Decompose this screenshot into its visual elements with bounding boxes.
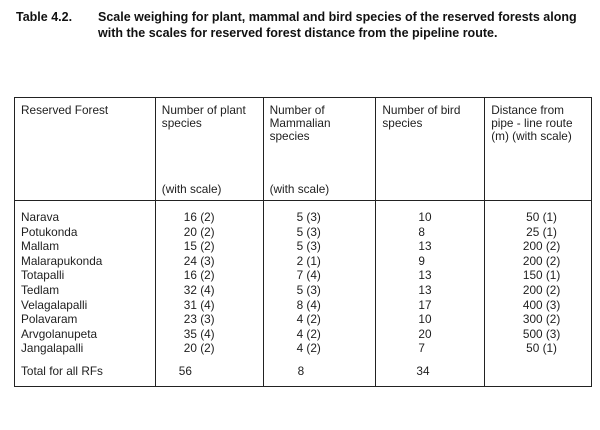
cell-mammal: 4 (2) <box>262 312 377 327</box>
total-plant: 56 <box>154 363 264 387</box>
total-distance <box>484 363 592 387</box>
table-row: Tedlam 32 (4) 5 (3) 13 200 (2) <box>14 282 592 298</box>
cell-distance: 25 (1) <box>484 224 592 240</box>
cell-plant: 24 (3) <box>154 253 264 269</box>
header-plant-species: Number of plant species (with scale) <box>154 97 264 201</box>
cell-bird: 17 <box>375 297 486 313</box>
cell-plant: 23 (3) <box>154 312 264 327</box>
table-row: Potukonda 20 (2) 5 (3) 8 25 (1) <box>14 224 592 240</box>
cell-mammal: 5 (3) <box>262 224 377 240</box>
reserved-forest-table: Reserved Forest Number of plant species … <box>14 97 592 387</box>
table-row: Polavaram 23 (3) 4 (2) 10 300 (2) <box>14 312 592 327</box>
table-row: Totapalli 16 (2) 7 (4) 13 150 (1) <box>14 268 592 283</box>
cell-forest: Mallam <box>14 239 156 254</box>
cell-distance: 200 (2) <box>484 239 592 254</box>
cell-forest: Malarapukonda <box>14 253 156 269</box>
cell-plant: 35 (4) <box>154 326 264 342</box>
cell-plant: 31 (4) <box>154 297 264 313</box>
cell-forest: Velagalapalli <box>14 297 156 313</box>
cell-distance: 50 (1) <box>484 341 592 356</box>
spacer-row <box>14 355 592 364</box>
cell-distance: 300 (2) <box>484 312 592 327</box>
table-row: Malarapukonda 24 (3) 2 (1) 9 200 (2) <box>14 253 592 269</box>
cell-forest: Jangalapalli <box>14 341 156 356</box>
total-row: Total for all RFs 56 8 34 <box>14 363 592 387</box>
total-bird: 34 <box>375 363 486 387</box>
header-bird-species: Number of bird species <box>375 97 486 201</box>
cell-distance: 50 (1) <box>484 200 592 225</box>
cell-distance: 500 (3) <box>484 326 592 342</box>
table-row: Velagalapalli 31 (4) 8 (4) 17 400 (3) <box>14 297 592 313</box>
header-distance: Distance from pipe - line route (m) (wit… <box>484 97 592 201</box>
cell-distance: 200 (2) <box>484 253 592 269</box>
cell-forest: Arvgolanupeta <box>14 326 156 342</box>
cell-bird: 20 <box>375 326 486 342</box>
table-row: Mallam 15 (2) 5 (3) 13 200 (2) <box>14 239 592 254</box>
cell-mammal: 5 (3) <box>262 239 377 254</box>
cell-plant: 16 (2) <box>154 200 264 225</box>
cell-forest: Polavaram <box>14 312 156 327</box>
cell-mammal: 2 (1) <box>262 253 377 269</box>
cell-mammal: 8 (4) <box>262 297 377 313</box>
cell-plant: 20 (2) <box>154 224 264 240</box>
cell-bird: 9 <box>375 253 486 269</box>
cell-plant: 32 (4) <box>154 282 264 298</box>
table-row: Jangalapalli 20 (2) 4 (2) 7 50 (1) <box>14 341 592 356</box>
cell-forest: Potukonda <box>14 224 156 240</box>
cell-mammal: 4 (2) <box>262 341 377 356</box>
cell-forest: Tedlam <box>14 282 156 298</box>
table-title: Scale weighing for plant, mammal and bir… <box>98 10 577 40</box>
cell-forest: Narava <box>14 200 156 225</box>
cell-bird: 8 <box>375 224 486 240</box>
cell-bird: 10 <box>375 312 486 327</box>
table-row: Narava 16 (2) 5 (3) 10 50 (1) <box>14 200 592 225</box>
cell-plant: 15 (2) <box>154 239 264 254</box>
cell-bird: 13 <box>375 268 486 283</box>
cell-distance: 150 (1) <box>484 268 592 283</box>
cell-bird: 13 <box>375 282 486 298</box>
cell-bird: 10 <box>375 200 486 225</box>
total-mammal: 8 <box>262 363 377 387</box>
header-reserved-forest: Reserved Forest <box>14 97 156 201</box>
cell-bird: 13 <box>375 239 486 254</box>
cell-bird: 7 <box>375 341 486 356</box>
cell-mammal: 5 (3) <box>262 200 377 225</box>
header-row: Reserved Forest Number of plant species … <box>14 97 592 201</box>
cell-mammal: 7 (4) <box>262 268 377 283</box>
table-number: Table 4.2. <box>16 10 73 24</box>
cell-distance: 200 (2) <box>484 282 592 298</box>
total-label: Total for all RFs <box>14 363 156 387</box>
cell-mammal: 4 (2) <box>262 326 377 342</box>
header-mammalian-species: Number of Mammalian species (with scale) <box>262 97 377 201</box>
cell-plant: 16 (2) <box>154 268 264 283</box>
cell-distance: 400 (3) <box>484 297 592 313</box>
cell-mammal: 5 (3) <box>262 282 377 298</box>
table-row: Arvgolanupeta 35 (4) 4 (2) 20 500 (3) <box>14 326 592 342</box>
cell-plant: 20 (2) <box>154 341 264 356</box>
cell-forest: Totapalli <box>14 268 156 283</box>
